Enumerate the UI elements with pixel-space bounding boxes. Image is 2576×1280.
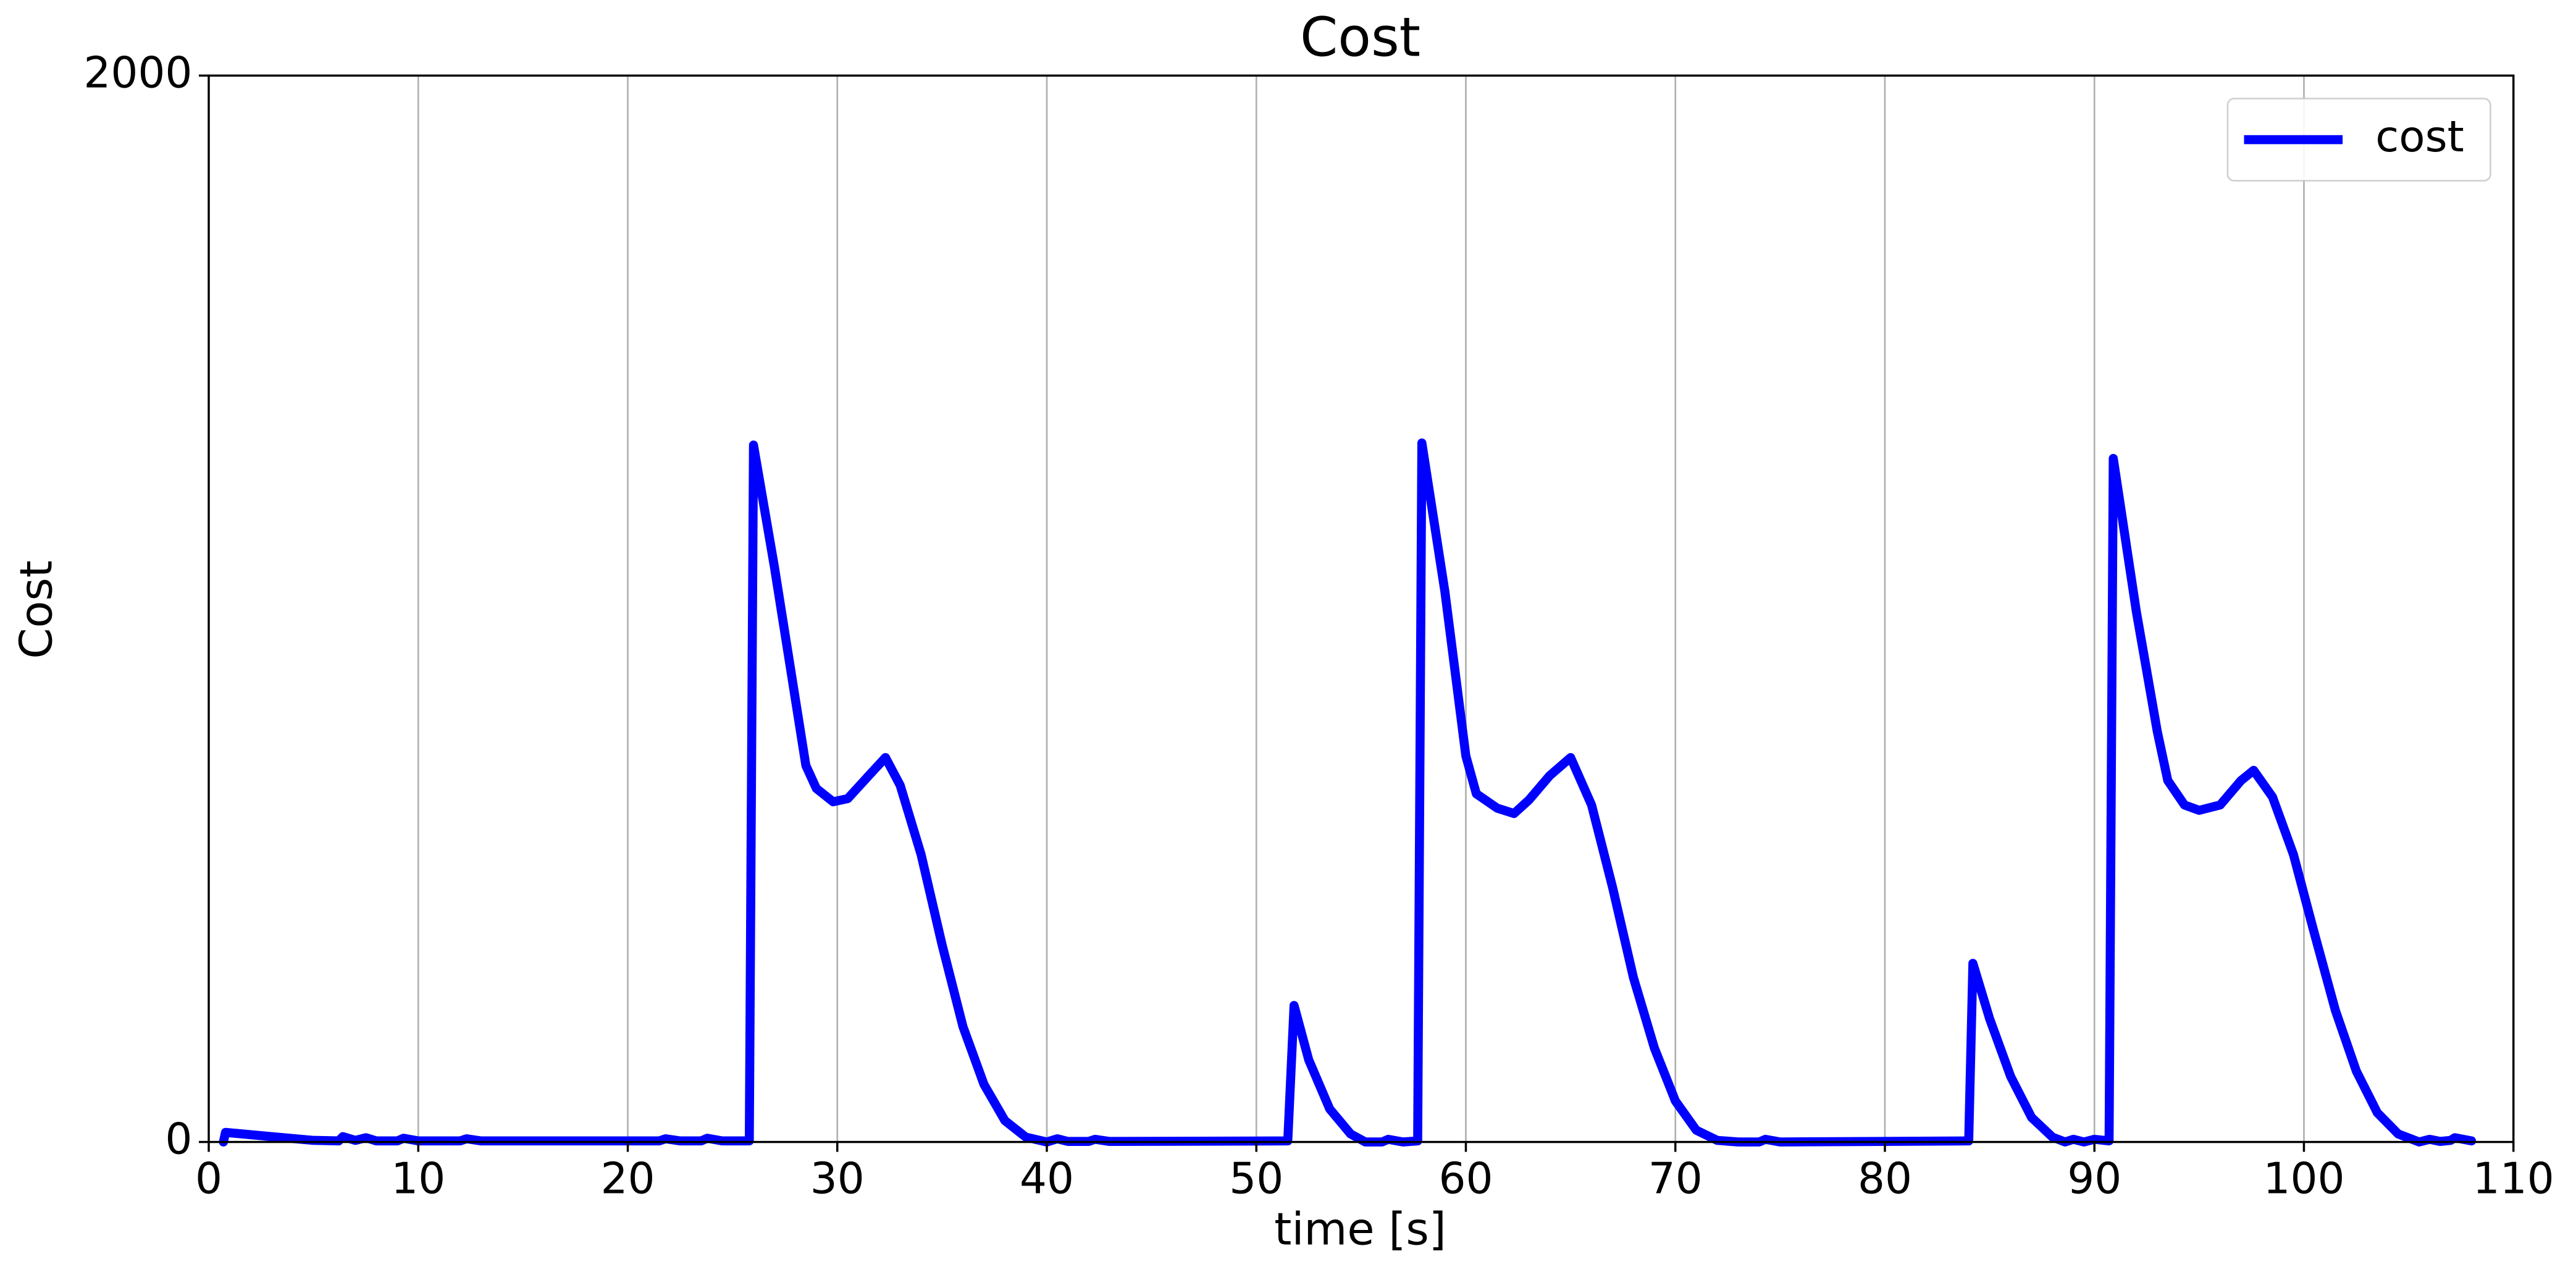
x-tick-label: 110: [2473, 1154, 2554, 1203]
ticks: 0 10 20 30 40 50 60 70 80 90 100 110 0 2000: [83, 48, 2554, 1203]
x-axis-label: time [s]: [1274, 1203, 1446, 1255]
y-axis-label: Cost: [10, 560, 62, 659]
x-tick-label: 80: [1858, 1154, 1912, 1203]
x-tick-label: 60: [1438, 1154, 1493, 1203]
legend: cost: [2226, 98, 2491, 182]
grid: [208, 75, 2515, 1142]
legend-label: cost: [2375, 112, 2464, 162]
x-tick-label: 40: [1020, 1154, 1074, 1203]
x-tick-label: 100: [2263, 1154, 2344, 1203]
x-tick-label: 0: [195, 1154, 222, 1203]
legend-box: [2226, 98, 2491, 182]
x-tick-label: 70: [1648, 1154, 1703, 1203]
y-tick-label: 2000: [83, 48, 192, 98]
axes-frame: [208, 74, 2515, 1143]
x-tick-label: 50: [1229, 1154, 1283, 1203]
chart-title: Cost: [1300, 6, 1420, 69]
x-tick-label: 10: [391, 1154, 445, 1203]
y-tick-label: 0: [165, 1115, 192, 1164]
x-tick-label: 90: [2067, 1154, 2121, 1203]
x-tick-label: 20: [601, 1154, 655, 1203]
x-tick-label: 30: [810, 1154, 865, 1203]
